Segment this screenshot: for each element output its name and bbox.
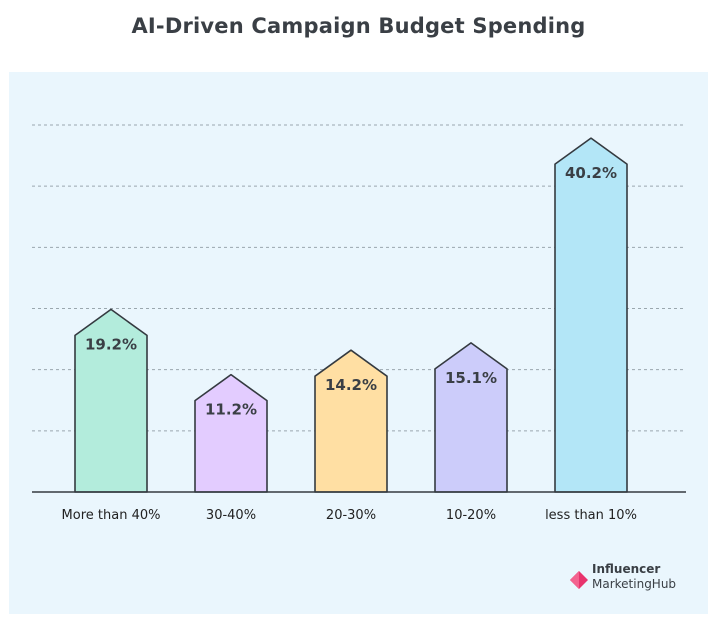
- x-tick-label: 30-40%: [206, 508, 256, 523]
- bar-value-label: 19.2%: [85, 335, 137, 353]
- logo-text-line1: Influencer: [592, 562, 661, 576]
- bar: [314, 349, 388, 493]
- bar: [434, 342, 508, 493]
- logo-icon: [570, 571, 588, 589]
- chart-title: AI-Driven Campaign Budget Spending: [131, 14, 586, 38]
- logo-text-line2: MarketingHub: [592, 577, 677, 591]
- bar-value-label: 40.2%: [565, 164, 617, 182]
- bar-value-label: 11.2%: [205, 401, 257, 419]
- x-tick-label: 20-30%: [326, 508, 376, 523]
- bar-value-label: 15.1%: [445, 369, 497, 387]
- x-tick-label: 10-20%: [446, 508, 496, 523]
- x-tick-label: More than 40%: [62, 508, 161, 523]
- x-tick-label: less than 10%: [545, 508, 637, 523]
- bar: [554, 137, 628, 493]
- bar-value-label: 14.2%: [325, 376, 377, 394]
- bar: [194, 373, 268, 493]
